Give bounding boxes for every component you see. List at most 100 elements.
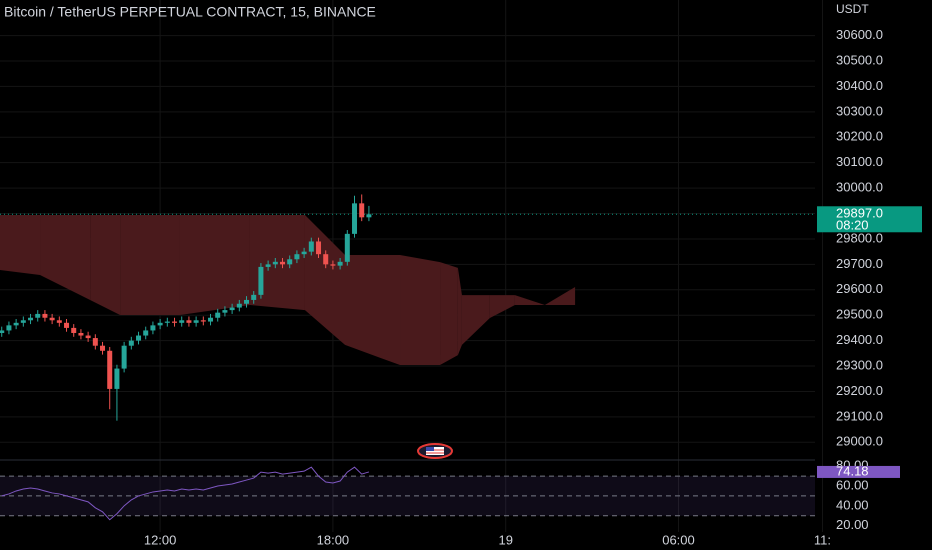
cloud-segment bbox=[514, 295, 545, 306]
candle-body bbox=[6, 325, 12, 331]
candle-body bbox=[136, 335, 142, 341]
candle-body bbox=[200, 320, 206, 322]
y-tick-label: 30200.0 bbox=[836, 129, 883, 144]
candle-body bbox=[236, 303, 242, 308]
rsi-tick-label: 40.00 bbox=[836, 497, 869, 512]
y-tick-label: 29100.0 bbox=[836, 408, 883, 423]
candle-body bbox=[272, 261, 278, 265]
x-tick-label: 12:00 bbox=[144, 532, 177, 547]
cloud-segment bbox=[40, 215, 91, 300]
candle-body bbox=[85, 335, 91, 339]
candle-body bbox=[128, 340, 134, 346]
cloud-segment bbox=[544, 286, 576, 306]
candle-body bbox=[215, 312, 221, 318]
rsi-value-label: 74.18 bbox=[836, 463, 869, 478]
candle-body bbox=[49, 317, 55, 321]
candle-body bbox=[308, 241, 314, 252]
rsi-value-box bbox=[817, 465, 900, 478]
x-tick-label: 11: bbox=[814, 532, 831, 547]
candle-body bbox=[172, 321, 178, 323]
candle-body bbox=[20, 320, 26, 323]
candle-body bbox=[366, 214, 372, 218]
candle-body bbox=[150, 325, 156, 331]
cloud-segment bbox=[457, 267, 462, 356]
candle-body bbox=[229, 307, 235, 311]
candle-body bbox=[352, 203, 358, 234]
axis-unit: USDT bbox=[836, 2, 869, 16]
y-tick-label: 30000.0 bbox=[836, 180, 883, 195]
candle-body bbox=[179, 320, 185, 323]
cloud-segment bbox=[489, 295, 515, 318]
cloud-segment bbox=[304, 215, 346, 345]
candle-body bbox=[186, 320, 192, 323]
y-tick-label: 30400.0 bbox=[836, 78, 883, 93]
candle-body bbox=[251, 294, 257, 300]
cloud-segment bbox=[400, 254, 441, 366]
y-tick-label: 29500.0 bbox=[836, 307, 883, 322]
candle-body bbox=[42, 313, 48, 318]
chart-title: Bitcoin / TetherUS PERPETUAL CONTRACT, 1… bbox=[4, 4, 376, 20]
y-tick-label: 30600.0 bbox=[836, 27, 883, 42]
candle-body bbox=[316, 241, 322, 255]
candle-body bbox=[208, 317, 214, 322]
last-price-label: 29897.0 bbox=[836, 206, 883, 221]
candle-body bbox=[344, 233, 350, 262]
y-tick-label: 29600.0 bbox=[836, 281, 883, 296]
last-price-box bbox=[817, 206, 922, 233]
cloud-segment bbox=[179, 215, 250, 315]
candle-body bbox=[64, 322, 70, 328]
candle-body bbox=[107, 350, 113, 389]
marks bbox=[0, 0, 823, 532]
candle-body bbox=[164, 321, 170, 323]
candle-body bbox=[35, 313, 41, 318]
candle-body bbox=[280, 261, 286, 265]
candle-body bbox=[92, 338, 98, 346]
y-tick-label: 29300.0 bbox=[836, 357, 883, 372]
x-tick-label: 19 bbox=[498, 532, 512, 547]
y-tick-label: 30300.0 bbox=[836, 103, 883, 118]
candle-body bbox=[56, 320, 62, 323]
y-tick-label: 29200.0 bbox=[836, 383, 883, 398]
candle-body bbox=[359, 203, 365, 218]
x-tick-label: 18:00 bbox=[317, 532, 350, 547]
candle-body bbox=[0, 330, 5, 333]
candle-body bbox=[244, 299, 250, 304]
candle-body bbox=[294, 254, 300, 260]
candle-body bbox=[330, 264, 336, 266]
rsi-tick-label: 60.00 bbox=[836, 477, 869, 492]
candle-body bbox=[121, 345, 127, 369]
candle-body bbox=[287, 259, 293, 265]
y-tick-label: 29000.0 bbox=[836, 434, 883, 449]
candle-body bbox=[258, 266, 264, 295]
rsi-tick-label: 20.00 bbox=[836, 517, 869, 532]
y-tick-label: 30100.0 bbox=[836, 154, 883, 169]
cloud-segment bbox=[90, 215, 121, 315]
candle-body bbox=[71, 327, 77, 333]
candle-body bbox=[13, 322, 19, 326]
candle-body bbox=[100, 345, 106, 351]
y-tick-label: 30500.0 bbox=[836, 52, 883, 67]
cloud-segment bbox=[440, 262, 458, 366]
candle-body bbox=[193, 320, 199, 323]
candle-body bbox=[265, 264, 271, 267]
candle-body bbox=[78, 332, 84, 336]
candle-body bbox=[28, 317, 34, 321]
cloud-segment bbox=[461, 295, 490, 345]
candle-body bbox=[301, 251, 307, 255]
y-tick-label: 29800.0 bbox=[836, 230, 883, 245]
countdown: 08:20 bbox=[836, 218, 869, 233]
candle-body bbox=[323, 254, 329, 265]
candle-body bbox=[222, 310, 228, 313]
x-tick-label: 06:00 bbox=[662, 532, 695, 547]
candle-body bbox=[143, 330, 149, 336]
rsi-line bbox=[1, 466, 370, 521]
y-tick-label: 29400.0 bbox=[836, 332, 883, 347]
cloud-segment bbox=[120, 215, 180, 315]
flag-icon bbox=[417, 443, 453, 459]
candle-body bbox=[337, 261, 343, 266]
candle-body bbox=[114, 368, 120, 389]
cloud-segment bbox=[0, 215, 41, 276]
cloud-segment bbox=[345, 254, 401, 366]
candle-body bbox=[157, 322, 163, 326]
